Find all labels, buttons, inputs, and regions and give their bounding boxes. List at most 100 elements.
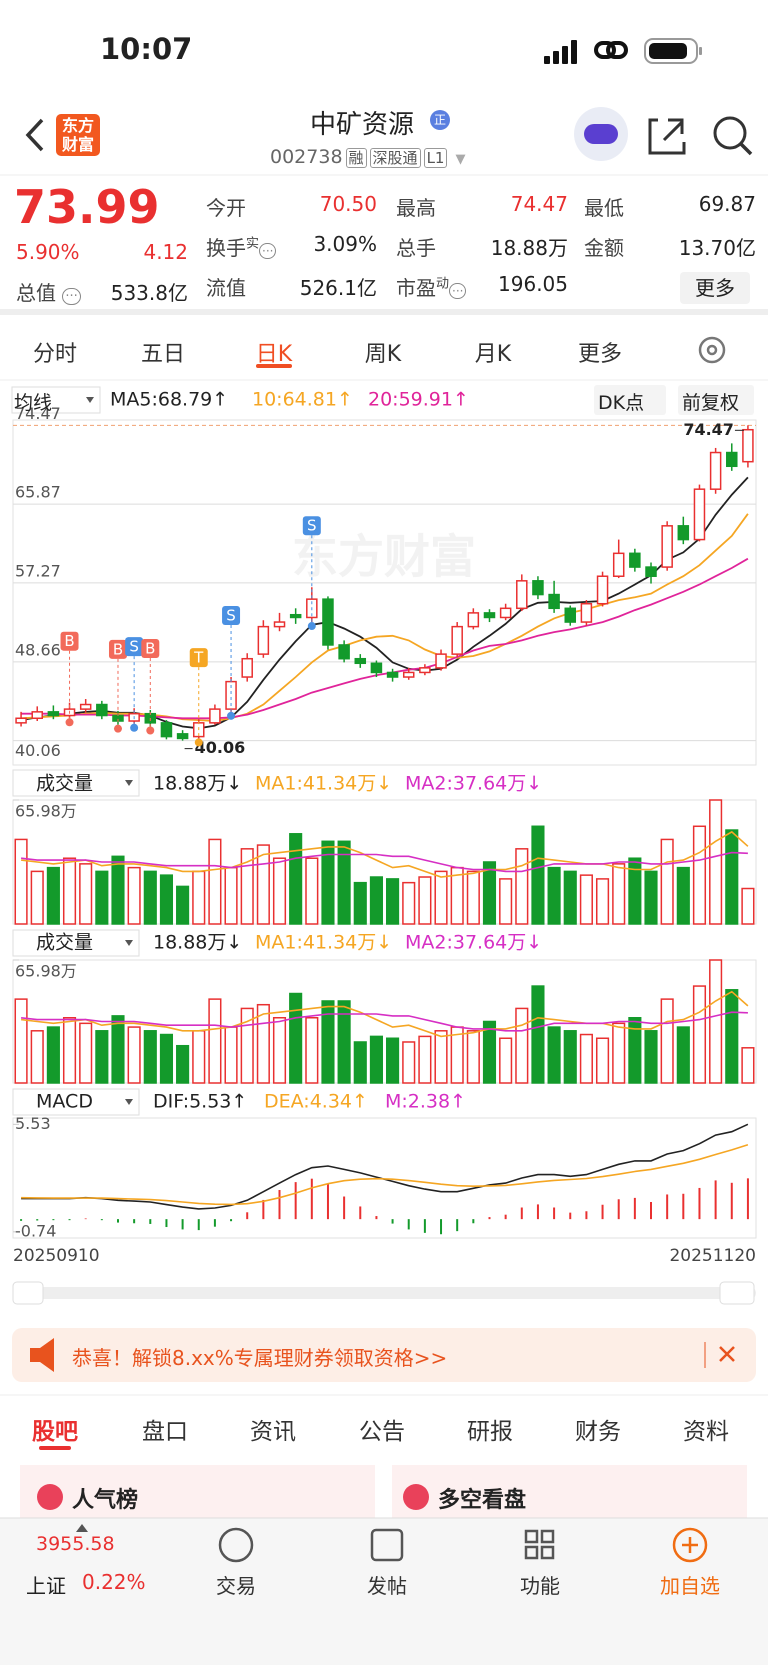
content-tab[interactable]: 研报 [467, 1419, 513, 1445]
indicator-select[interactable] [12, 1088, 140, 1116]
volume-bar [386, 878, 400, 925]
index-value[interactable]: 3955.58 [36, 1533, 115, 1555]
content-tab[interactable]: 资料 [683, 1419, 729, 1445]
volume-bar [127, 866, 141, 925]
period-tab[interactable]: 日K [255, 342, 293, 367]
volume-bar [46, 866, 60, 925]
banner[interactable] [12, 1328, 756, 1382]
volume-bar [725, 829, 739, 925]
card-title[interactable]: 多空看盘 [438, 1488, 527, 1513]
legend-label: MA1:41.34万↓ [255, 773, 392, 795]
scroll-track[interactable] [13, 1287, 756, 1299]
panel-frame [12, 1117, 757, 1239]
vs-icon [403, 1484, 429, 1510]
nav-label[interactable]: 发帖 [367, 1574, 407, 1598]
nav-label[interactable]: 交易 [216, 1574, 256, 1598]
info-icon[interactable]: ··· [259, 243, 277, 259]
volume-bar [676, 866, 690, 925]
clock: 10:07 [100, 32, 193, 66]
candle-body [273, 621, 286, 628]
volume-bar [14, 998, 28, 1084]
candle-body [241, 657, 253, 678]
indicator-select[interactable] [12, 929, 140, 957]
nav-label[interactable]: 加自选 [660, 1574, 720, 1598]
content-tab[interactable]: 盘口 [142, 1419, 188, 1445]
scroll-handle[interactable] [12, 1281, 44, 1305]
content-tab[interactable]: 公告 [359, 1419, 405, 1445]
change: 4.12 [143, 240, 188, 264]
card-title[interactable]: 人气榜 [72, 1488, 139, 1513]
volume-bar [660, 998, 674, 1084]
volume-bar [482, 1020, 497, 1084]
current-label: 18.88万↓ [153, 773, 242, 795]
indicator-select[interactable] [12, 769, 140, 797]
legend-label: 10:64.81↑ [252, 389, 353, 411]
badge: 正 [430, 110, 450, 130]
nav-label[interactable]: 功能 [520, 1574, 560, 1598]
period-tab[interactable]: 月K [474, 342, 512, 367]
function-icon[interactable] [524, 1529, 555, 1560]
volume-bar [709, 959, 723, 1084]
close-icon[interactable] [719, 1346, 735, 1362]
settings-icon[interactable] [698, 336, 726, 364]
period-tab[interactable]: 周K [364, 342, 402, 367]
ma-line [21, 990, 749, 1038]
trade-icon[interactable] [218, 1527, 254, 1563]
field-sup: 动 [436, 276, 450, 292]
add-icon[interactable] [672, 1527, 708, 1563]
volume-bar [741, 887, 755, 925]
share-icon[interactable] [648, 118, 686, 155]
candle-body [516, 580, 528, 610]
adjust-button[interactable] [678, 385, 754, 415]
volume-bar [176, 885, 190, 925]
index-name[interactable]: 上证 [26, 1574, 66, 1598]
candle-body [580, 602, 593, 623]
period-tab[interactable]: 五日 [140, 342, 185, 367]
info-icon[interactable]: ··· [449, 283, 467, 299]
candle-body [612, 552, 625, 577]
post-icon[interactable] [370, 1528, 404, 1562]
volume-bar [563, 1030, 577, 1084]
card[interactable] [20, 1465, 375, 1520]
field-label-text: 市盈 [396, 276, 436, 300]
banner-text[interactable]: 恭喜！解锁8.xx%专属理财券领取资格>> [72, 1346, 448, 1370]
candle-body [79, 703, 92, 710]
volume-bar [547, 1026, 561, 1084]
candle-body [629, 552, 641, 568]
period-tab[interactable]: 分时 [32, 342, 77, 367]
indicator-label: 均线 [14, 392, 53, 414]
period-tab[interactable]: 更多 [577, 342, 622, 367]
volume-bar [418, 876, 432, 925]
volume-bar [272, 857, 287, 925]
index-arrow [76, 1524, 88, 1532]
candle-body [483, 612, 496, 619]
signal-dot [65, 718, 74, 727]
candle-body [419, 667, 431, 674]
content-tab[interactable]: 财务 [575, 1419, 621, 1445]
content-tab[interactable]: 股吧 [32, 1419, 78, 1445]
scroll-handle[interactable] [719, 1281, 755, 1305]
index-change[interactable]: 0.22% [82, 1570, 146, 1594]
signal-label: S [307, 517, 317, 535]
more-button[interactable]: 更多 [680, 272, 750, 304]
candle-body [499, 607, 512, 619]
volume-bar [612, 1022, 626, 1084]
search-icon[interactable] [713, 116, 747, 150]
content-tab[interactable]: 资讯 [250, 1419, 296, 1445]
signal-badge [108, 639, 127, 659]
signal-badge [125, 637, 144, 657]
back-icon[interactable] [25, 118, 44, 152]
dk-button[interactable] [594, 385, 666, 415]
volume-bar [709, 799, 723, 925]
indicator-select[interactable] [11, 386, 101, 414]
volume-bar [644, 1030, 658, 1084]
info-icon[interactable]: ··· [62, 288, 81, 305]
volume-bar [515, 1007, 529, 1084]
code-line: 002738 融深股通 L1 ▼ [270, 146, 465, 168]
volume-bar [741, 1047, 755, 1084]
card[interactable] [392, 1465, 747, 1520]
candle-body [31, 711, 43, 720]
tab-underline [39, 1446, 71, 1450]
